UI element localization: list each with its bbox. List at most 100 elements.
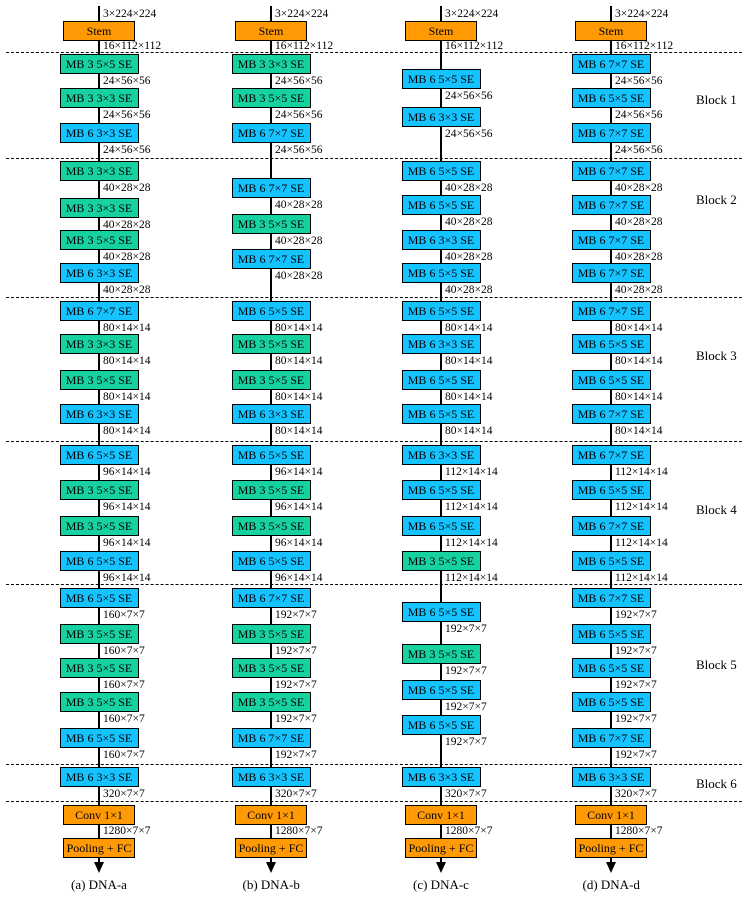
mbconv-layer-box: MB 6 5×5 SE [401,480,481,500]
mbconv-layer-box: MB 3 5×5 SE [59,624,139,644]
tensor-dim-label: 112×14×14 [445,572,498,584]
mbconv-layer-box: MB 6 7×7 SE [571,728,651,748]
tensor-dim-label: 80×14×14 [103,355,151,367]
output-arrow-icon [94,862,104,873]
conv-box: Conv 1×1 [63,805,135,825]
column-spine [440,6,442,863]
mbconv-layer-box: MB 6 5×5 SE [59,728,139,748]
tensor-dim-label: 3×224×224 [445,8,499,20]
tensor-dim-label: 24×56×56 [445,90,493,102]
tensor-dim-label: 112×14×14 [615,466,668,478]
mbconv-layer-box: MB 3 5×5 SE [231,658,311,678]
tensor-dim-label: 24×56×56 [615,144,663,156]
block-separator [6,584,742,585]
mbconv-layer-box: MB 6 7×7 SE [571,516,651,536]
tensor-dim-label: 192×7×7 [275,713,317,725]
tensor-dim-label: 1280×7×7 [615,825,663,837]
tensor-dim-label: 112×14×14 [445,466,498,478]
mbconv-layer-box: MB 3 5×5 SE [231,88,311,108]
block-separator [6,441,742,442]
mbconv-layer-box: MB 6 7×7 SE [571,588,651,608]
tensor-dim-label: 40×28×28 [445,251,493,263]
tensor-dim-label: 80×14×14 [103,322,151,334]
tensor-dim-label: 80×14×14 [615,391,663,403]
tensor-dim-label: 192×7×7 [275,645,317,657]
mbconv-layer-box: MB 6 5×5 SE [401,680,481,700]
tensor-dim-label: 96×14×14 [275,501,323,513]
tensor-dim-label: 160×7×7 [103,645,145,657]
tensor-dim-label: 192×7×7 [615,679,657,691]
tensor-dim-label: 192×7×7 [275,749,317,761]
output-arrow-icon [266,862,276,873]
mbconv-layer-box: MB 3 3×3 SE [59,88,139,108]
mbconv-layer-box: MB 3 5×5 SE [231,370,311,390]
column-spine [270,6,272,863]
block-label: Block 5 [696,657,737,672]
mbconv-layer-box: MB 3 5×5 SE [59,230,139,250]
tensor-dim-label: 24×56×56 [103,144,151,156]
mbconv-layer-box: MB 3 5×5 SE [59,658,139,678]
pooling-fc-box: Pooling + FC [63,838,135,858]
stem-box: Stem [235,21,307,41]
tensor-dim-label: 40×28×28 [615,284,663,296]
tensor-dim-label: 80×14×14 [445,425,493,437]
mbconv-layer-box: MB 6 3×3 SE [401,107,481,127]
mbconv-layer-box: MB 6 3×3 SE [401,445,481,465]
pooling-fc-box: Pooling + FC [575,838,647,858]
mbconv-layer-box: MB 6 5×5 SE [231,301,311,321]
mbconv-layer-box: MB 6 3×3 SE [401,230,481,250]
mbconv-layer-box: MB 6 3×3 SE [571,767,651,787]
mbconv-layer-box: MB 6 7×7 SE [571,263,651,283]
output-arrow-icon [606,862,616,873]
mbconv-layer-box: MB 6 7×7 SE [59,301,139,321]
tensor-dim-label: 3×224×224 [615,8,669,20]
block-separator [6,764,742,765]
tensor-dim-label: 160×7×7 [103,713,145,725]
mbconv-layer-box: MB 3 5×5 SE [231,480,311,500]
tensor-dim-label: 192×7×7 [445,701,487,713]
mbconv-layer-box: MB 6 5×5 SE [401,69,481,89]
mbconv-layer-box: MB 3 5×5 SE [231,624,311,644]
mbconv-layer-box: MB 6 3×3 SE [59,123,139,143]
mbconv-layer-box: MB 6 5×5 SE [401,263,481,283]
tensor-dim-label: 24×56×56 [275,109,323,121]
mbconv-layer-box: MB 6 5×5 SE [401,715,481,735]
column-caption: (a) DNA-a [71,877,127,892]
mbconv-layer-box: MB 6 7×7 SE [231,123,311,143]
mbconv-layer-box: MB 6 5×5 SE [571,88,651,108]
mbconv-layer-box: MB 6 3×3 SE [59,263,139,283]
block-separator [6,801,742,802]
mbconv-layer-box: MB 3 5×5 SE [59,370,139,390]
tensor-dim-label: 40×28×28 [103,219,151,231]
tensor-dim-label: 80×14×14 [445,322,493,334]
tensor-dim-label: 96×14×14 [103,501,151,513]
mbconv-layer-box: MB 3 5×5 SE [59,692,139,712]
tensor-dim-label: 80×14×14 [103,391,151,403]
tensor-dim-label: 112×14×14 [445,537,498,549]
tensor-dim-label: 80×14×14 [615,355,663,367]
tensor-dim-label: 40×28×28 [103,284,151,296]
conv-box: Conv 1×1 [575,805,647,825]
tensor-dim-label: 1280×7×7 [103,825,151,837]
tensor-dim-label: 80×14×14 [615,322,663,334]
tensor-dim-label: 24×56×56 [275,144,323,156]
mbconv-layer-box: MB 3 5×5 SE [231,214,311,234]
mbconv-layer-box: MB 6 7×7 SE [571,404,651,424]
tensor-dim-label: 16×112×112 [275,40,334,52]
mbconv-layer-box: MB 6 3×3 SE [401,767,481,787]
mbconv-layer-box: MB 3 5×5 SE [59,516,139,536]
mbconv-layer-box: MB 6 5×5 SE [59,445,139,465]
mbconv-layer-box: MB 3 5×5 SE [231,516,311,536]
tensor-dim-label: 24×56×56 [103,75,151,87]
tensor-dim-label: 112×14×14 [445,501,498,513]
mbconv-layer-box: MB 6 5×5 SE [401,404,481,424]
tensor-dim-label: 3×224×224 [103,8,157,20]
block-label: Block 1 [696,92,737,107]
mbconv-layer-box: MB 6 5×5 SE [59,551,139,571]
mbconv-layer-box: MB 6 3×3 SE [231,404,311,424]
tensor-dim-label: 80×14×14 [445,355,493,367]
tensor-dim-label: 24×56×56 [615,75,663,87]
tensor-dim-label: 24×56×56 [103,109,151,121]
block-label: Block 2 [696,192,737,207]
mbconv-layer-box: MB 6 7×7 SE [571,161,651,181]
